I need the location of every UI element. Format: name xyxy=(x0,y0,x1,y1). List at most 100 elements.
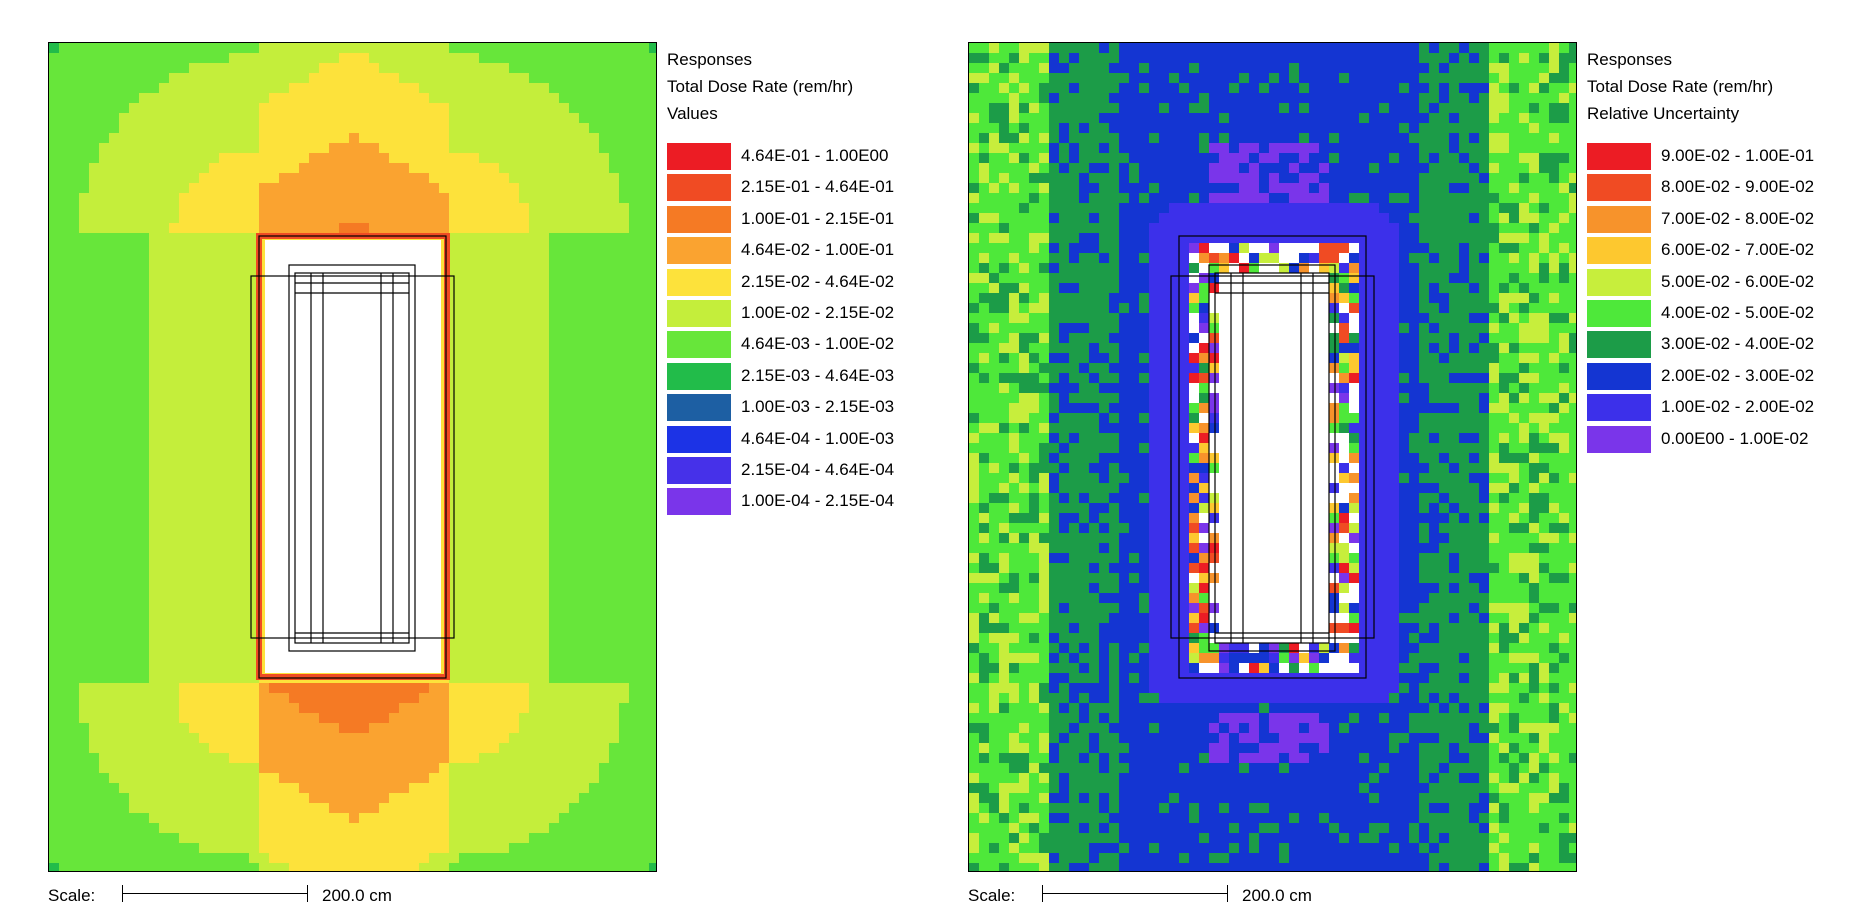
heatmap-cell xyxy=(649,383,656,393)
heatmap-cell xyxy=(109,153,119,163)
heatmap-cell xyxy=(259,393,269,403)
heatmap-cell xyxy=(419,773,429,783)
heatmap-cell xyxy=(1349,103,1359,113)
heatmap-cell xyxy=(449,793,459,803)
heatmap-cell xyxy=(1269,113,1279,123)
heatmap-cell xyxy=(989,53,999,63)
heatmap-cell xyxy=(569,743,579,753)
heatmap-cell xyxy=(119,863,129,871)
heatmap-cell xyxy=(129,753,139,763)
heatmap-cell xyxy=(569,833,579,843)
heatmap-cell xyxy=(609,653,619,663)
heatmap-cell xyxy=(199,643,209,653)
heatmap-cell xyxy=(429,713,439,723)
heatmap-cell xyxy=(149,453,159,463)
heatmap-cell xyxy=(399,773,409,783)
heatmap-cell xyxy=(539,513,549,523)
heatmap-cell xyxy=(1009,113,1019,123)
heatmap-cell xyxy=(1479,83,1489,93)
heatmap-cell xyxy=(1169,73,1179,83)
heatmap-cell xyxy=(229,583,239,593)
heatmap-cell xyxy=(409,853,419,863)
heatmap-cell xyxy=(169,93,179,103)
heatmap-cell xyxy=(439,93,449,103)
heatmap-cell xyxy=(129,173,139,183)
heatmap-cell xyxy=(249,673,259,683)
heatmap-cell xyxy=(259,63,269,73)
heatmap-cell xyxy=(249,473,259,483)
heatmap-cell xyxy=(139,493,149,503)
heatmap-cell xyxy=(529,653,539,663)
heatmap-cell xyxy=(579,313,589,323)
heatmap-cell xyxy=(549,73,559,83)
heatmap-cell xyxy=(619,673,629,683)
heatmap-cell xyxy=(259,463,269,473)
heatmap-cell xyxy=(1509,73,1519,83)
heatmap-cell xyxy=(189,203,199,213)
heatmap-cell xyxy=(139,623,149,633)
heatmap-cell xyxy=(1419,53,1429,63)
heatmap-cell xyxy=(169,843,179,853)
heatmap-cell xyxy=(79,283,89,293)
heatmap-cell xyxy=(289,823,299,833)
heatmap-cell xyxy=(1469,133,1479,143)
heatmap-cell xyxy=(119,393,129,403)
heatmap-cell xyxy=(149,173,159,183)
heatmap-cell xyxy=(459,333,469,343)
heatmap-cell xyxy=(219,173,229,183)
heatmap-cell xyxy=(69,363,79,373)
heatmap-cell xyxy=(279,813,289,823)
heatmap-cell xyxy=(69,643,79,653)
heatmap-cell xyxy=(209,643,219,653)
heatmap-cell xyxy=(169,213,179,223)
heatmap-cell xyxy=(549,723,559,733)
heatmap-cell xyxy=(649,503,656,513)
heatmap-cell xyxy=(479,433,489,443)
heatmap-cell xyxy=(179,283,189,293)
heatmap-cell xyxy=(529,583,539,593)
heatmap-cell xyxy=(89,303,99,313)
heatmap-cell xyxy=(99,603,109,613)
heatmap-cell xyxy=(559,183,569,193)
heatmap-cell xyxy=(599,713,609,723)
heatmap-cell xyxy=(609,303,619,313)
heatmap-cell xyxy=(129,143,139,153)
heatmap-cell xyxy=(569,223,579,233)
heatmap-cell xyxy=(649,663,656,673)
heatmap-cell xyxy=(349,43,359,53)
heatmap-cell xyxy=(129,263,139,273)
heatmap-cell xyxy=(539,503,549,513)
heatmap-cell xyxy=(189,653,199,663)
heatmap-cell xyxy=(449,843,459,853)
heatmap-cell xyxy=(79,193,89,203)
heatmap-cell xyxy=(619,603,629,613)
heatmap-cell xyxy=(109,633,119,643)
heatmap-cell xyxy=(289,753,299,763)
heatmap-cell xyxy=(59,343,69,353)
heatmap-cell xyxy=(489,363,499,373)
heatmap-cell xyxy=(249,153,259,163)
heatmap-cell xyxy=(249,843,259,853)
heatmap-cell xyxy=(479,853,489,863)
heatmap-cell xyxy=(539,853,549,863)
heatmap-cell xyxy=(69,473,79,483)
heatmap-cell xyxy=(169,673,179,683)
heatmap-cell xyxy=(289,213,299,223)
heatmap-cell xyxy=(59,433,69,443)
heatmap-cell xyxy=(569,153,579,163)
heatmap-cell xyxy=(479,703,489,713)
heatmap-cell xyxy=(549,353,559,363)
heatmap-cell xyxy=(549,863,559,871)
heatmap-cell xyxy=(549,733,559,743)
heatmap-cell xyxy=(349,813,359,823)
heatmap-cell xyxy=(639,843,649,853)
heatmap-cell xyxy=(239,103,249,113)
heatmap-cell xyxy=(639,113,649,123)
heatmap-cell xyxy=(129,123,139,133)
heatmap-cell xyxy=(89,453,99,463)
heatmap-cell xyxy=(219,823,229,833)
heatmap-cell xyxy=(349,743,359,753)
heatmap-cell xyxy=(289,693,299,703)
heatmap-cell xyxy=(179,573,189,583)
heatmap-cell xyxy=(369,223,379,233)
